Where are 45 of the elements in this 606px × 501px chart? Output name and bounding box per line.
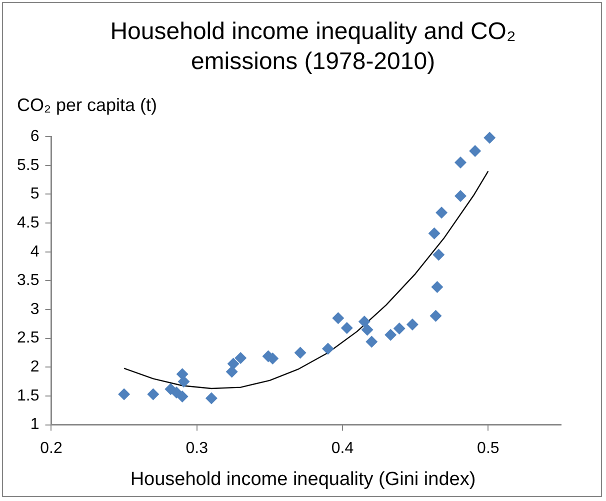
point — [393, 322, 406, 335]
x-tick-label: 0.2 — [40, 440, 62, 457]
y-tick-label: 2 — [30, 358, 40, 376]
y-tick-label: 4 — [30, 243, 40, 260]
point — [432, 248, 445, 261]
point — [454, 156, 467, 169]
point — [358, 316, 370, 328]
point — [322, 342, 334, 355]
y-tick-label: 2.5 — [16, 330, 40, 347]
point — [226, 366, 238, 378]
x-tick-label: 0.5 — [477, 440, 500, 457]
y-tick-label: 4.5 — [16, 214, 40, 232]
point — [176, 390, 188, 403]
point — [484, 132, 496, 144]
y-axis-title: CO₂ per capita (t) — [17, 95, 158, 116]
point — [431, 281, 444, 294]
point — [340, 322, 353, 334]
point — [384, 328, 397, 341]
y-tick-label: 5.5 — [16, 156, 40, 174]
point — [227, 358, 240, 370]
y-tick-label: 1.5 — [16, 387, 40, 404]
y-tick-label: 5 — [30, 186, 40, 203]
point — [118, 388, 130, 400]
x-tick-label: 0.3 — [186, 440, 208, 457]
chart-title: Household income inequality and CO₂ emissions (1978-2010) — [109, 17, 517, 77]
point — [234, 352, 247, 364]
y-tick-label: 3.5 — [16, 272, 40, 290]
y-tick-label: 1 — [30, 416, 40, 434]
point — [332, 312, 344, 324]
point — [366, 336, 378, 348]
point — [436, 206, 448, 219]
point — [430, 310, 442, 322]
point — [205, 392, 218, 404]
x-axis-title: Household income inequality (Gini index) — [129, 469, 477, 491]
point — [178, 376, 190, 388]
point — [361, 324, 374, 336]
y-tick-label: 3 — [30, 300, 40, 318]
y-tick-label: 6 — [30, 128, 40, 146]
point — [294, 346, 306, 359]
point — [469, 145, 482, 158]
point — [428, 227, 440, 240]
point — [406, 318, 418, 331]
x-tick-label: 0.4 — [331, 440, 354, 457]
point — [454, 190, 467, 202]
point — [147, 388, 160, 400]
